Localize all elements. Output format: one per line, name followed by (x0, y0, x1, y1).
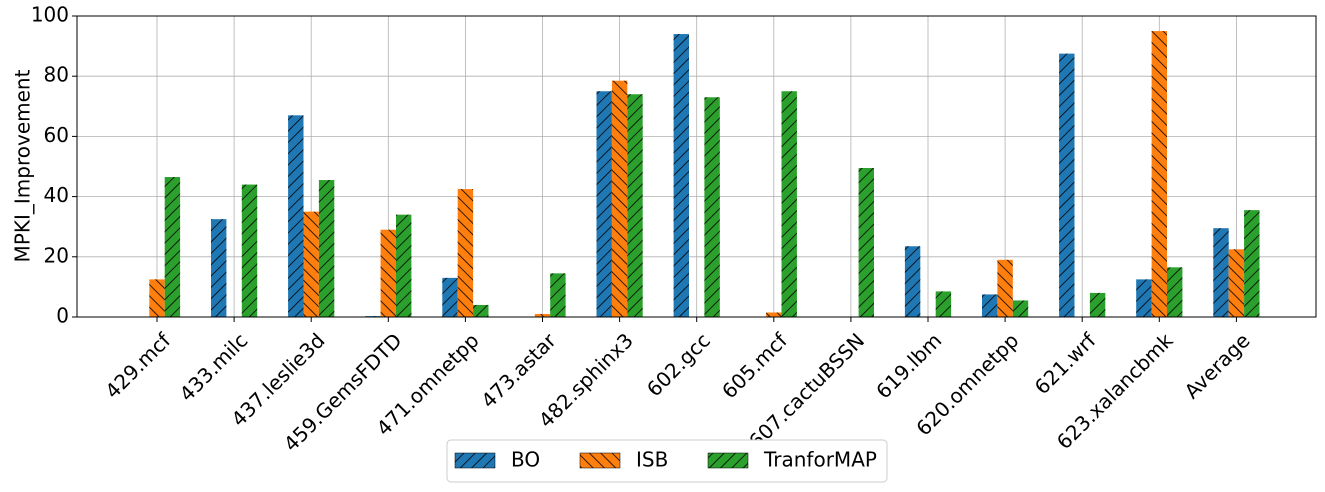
legend: BO ISB TranforMAP (446, 439, 888, 483)
bar-hatch (611, 80, 628, 317)
bar (1151, 31, 1167, 318)
bar (1167, 267, 1183, 317)
bar (1228, 249, 1245, 317)
bar-hatch (457, 189, 474, 317)
bar-hatch (288, 115, 304, 317)
bar (550, 273, 566, 317)
bar (935, 291, 952, 317)
legend-swatch-hatch (580, 453, 620, 468)
plot-frame (76, 15, 1317, 318)
bar-hatch (982, 294, 998, 317)
bar (457, 189, 474, 317)
bar-hatch (935, 291, 952, 317)
bar-hatch (596, 91, 612, 317)
bar (442, 277, 458, 317)
bar (596, 91, 612, 317)
bar (318, 180, 335, 317)
bar-hatch (303, 211, 319, 317)
bar (164, 177, 181, 317)
bar (288, 115, 304, 317)
legend-label: TranforMAP (763, 448, 877, 472)
bar-hatch (673, 34, 689, 318)
bar (704, 97, 720, 318)
bar-hatch (1151, 31, 1167, 318)
bar (380, 229, 396, 317)
bar-hatch (380, 229, 396, 317)
legend-swatch-hatch (708, 453, 748, 468)
x-tick-label: 433.milc (175, 328, 253, 406)
bar-hatch (1059, 53, 1075, 317)
bar-hatch (1012, 300, 1029, 317)
bar-hatch (473, 304, 489, 317)
x-tick-label: 619.lbm (871, 328, 946, 403)
x-tick-label: 621.wrf (1030, 328, 1101, 399)
x-tick-label: Average (1180, 328, 1255, 403)
x-tick-label: 605.mcf (717, 328, 793, 404)
y-tick-label: 20 (44, 243, 69, 267)
y-tick-label: 60 (44, 123, 69, 147)
bar (611, 80, 628, 317)
bar-hatch (442, 277, 458, 317)
bar-hatch (149, 279, 165, 317)
bar (1012, 300, 1029, 317)
bar (673, 34, 689, 318)
bar-hatch (1244, 210, 1260, 317)
bar-hatch (1136, 279, 1152, 317)
x-tick-label: 602.gcc (642, 328, 715, 401)
legend-swatch-hatch (455, 453, 495, 468)
bar-hatch (1089, 292, 1106, 317)
bar (858, 168, 874, 317)
bar-hatch (396, 214, 412, 317)
y-tick-label: 100 (31, 3, 69, 27)
bar-hatch (627, 94, 643, 317)
x-tick-label: 429.mcf (100, 328, 176, 404)
bar (473, 304, 489, 317)
y-tick-label: 0 (56, 304, 69, 328)
bar-hatch (1228, 249, 1245, 317)
bar-hatch (550, 273, 566, 317)
bar (997, 259, 1013, 317)
bar-hatch (241, 184, 258, 317)
bar (766, 312, 782, 317)
bar-hatch (1167, 267, 1183, 317)
bar-hatch (164, 177, 181, 317)
bar-hatch (904, 246, 921, 317)
bar (1244, 210, 1260, 317)
bar-hatch (318, 180, 335, 317)
bar-hatch (534, 313, 551, 317)
bar (534, 313, 551, 317)
y-tick-label: 80 (44, 63, 69, 87)
bar (1136, 279, 1152, 317)
bar (1089, 292, 1106, 317)
bar-hatch (704, 97, 720, 318)
bar (149, 279, 165, 317)
bar (1213, 228, 1229, 317)
bar-hatch (766, 312, 782, 317)
bar (211, 219, 227, 317)
legend-label: BO (511, 448, 540, 472)
bar-hatch (1213, 228, 1229, 317)
bar-hatch (997, 259, 1013, 317)
bar (1059, 53, 1075, 317)
y-axis-label: MPKI_Improvement (11, 69, 35, 262)
legend-frame (446, 439, 888, 483)
bar (627, 94, 643, 317)
bar-hatch (858, 168, 874, 317)
y-tick-label: 40 (44, 183, 69, 207)
legend-label: ISB (636, 448, 668, 472)
bar (396, 214, 412, 317)
bar (781, 91, 797, 317)
bar (241, 184, 258, 317)
bar (904, 246, 921, 317)
bar (982, 294, 998, 317)
bar-hatch (211, 219, 227, 317)
bar (303, 211, 319, 317)
bar-hatch (781, 91, 797, 317)
